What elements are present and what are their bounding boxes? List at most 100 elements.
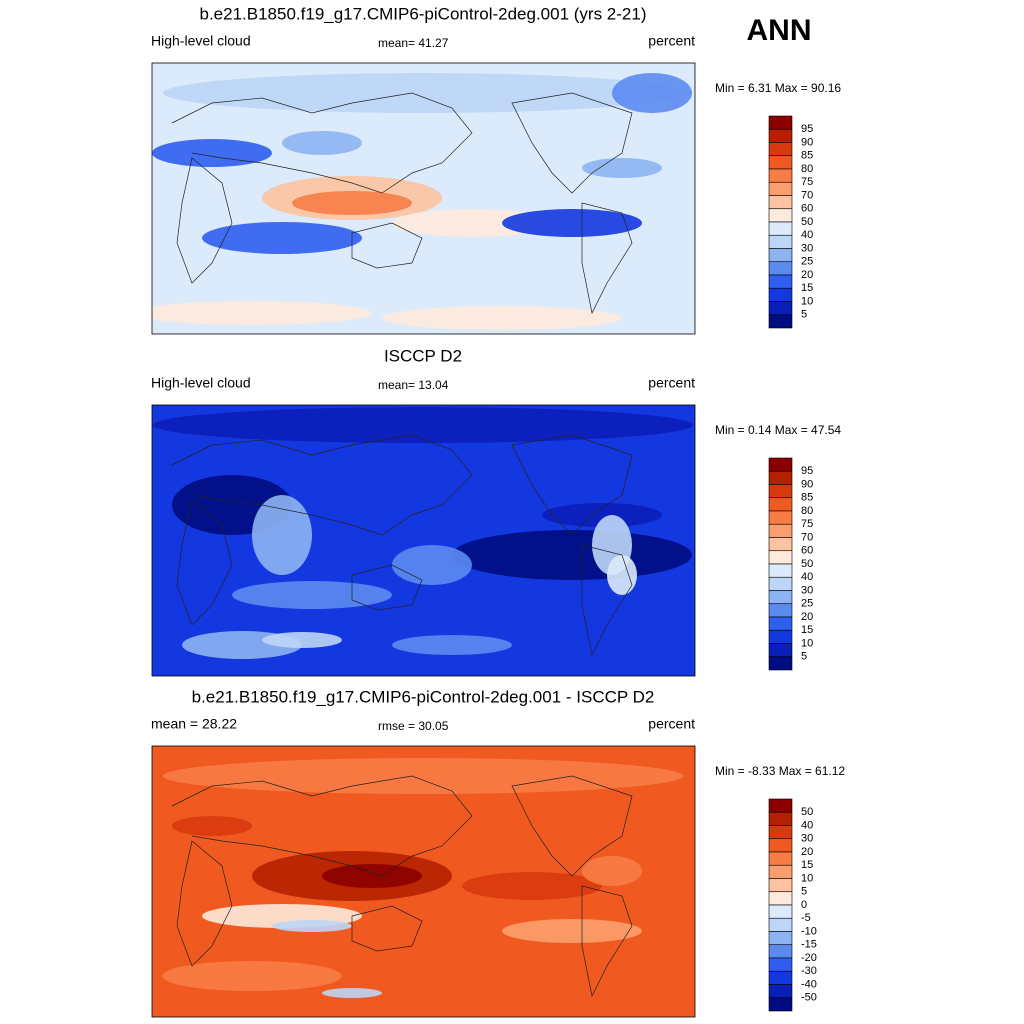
colorbar-label: 75 — [801, 518, 813, 530]
map-frame — [151, 62, 696, 335]
contour-region — [262, 632, 342, 648]
contour-region — [232, 581, 392, 609]
colorbar-box — [768, 261, 793, 276]
contour-region — [502, 209, 642, 237]
colorbar-box — [768, 128, 793, 143]
panel-title: b.e21.B1850.f19_g17.CMIP6-piControl-2deg… — [192, 687, 655, 706]
contour-region — [612, 73, 692, 113]
colorbar-label: 85 — [801, 492, 813, 504]
colorbar-label: 50 — [801, 216, 813, 228]
colorbar-label: 25 — [801, 256, 813, 268]
colorbar-label: 20 — [801, 269, 813, 281]
colorbar-box — [768, 274, 793, 289]
contour-region — [392, 545, 472, 585]
contour-region — [452, 530, 692, 580]
min-max: Min = 6.31 Max = 90.16 — [715, 81, 841, 95]
colorbar-label: 40 — [801, 571, 813, 583]
colorbar-label: 95 — [801, 465, 813, 477]
contour-region — [392, 635, 512, 655]
colorbar-label: 50 — [801, 806, 813, 818]
colorbar-label: -20 — [801, 952, 817, 964]
min-max: Min = 0.14 Max = 47.54 — [715, 423, 841, 437]
colorbar-label: 60 — [801, 545, 813, 557]
colorbar-label: 15 — [801, 859, 813, 871]
contour-region — [162, 961, 342, 991]
colorbar-label: 70 — [801, 531, 813, 543]
colorbar-box — [768, 115, 793, 130]
colorbar-label: 85 — [801, 150, 813, 162]
colorbar-label: 0 — [801, 899, 807, 911]
colorbar-label: 5 — [801, 886, 807, 898]
colorbar-box — [768, 484, 793, 499]
contour-region — [202, 222, 362, 254]
coastline — [511, 434, 633, 536]
min-max: Min = -8.33 Max = 61.12 — [715, 764, 845, 778]
colorbar-box — [768, 221, 793, 236]
colorbar-box — [768, 576, 793, 591]
contour-region — [322, 988, 382, 998]
coastline — [176, 499, 233, 626]
colorbar-box — [768, 590, 793, 605]
colorbar-label: 95 — [801, 123, 813, 135]
contour-region — [153, 407, 693, 443]
colorbar-label: -10 — [801, 925, 817, 937]
colorbar-box — [768, 195, 793, 210]
colorbar-box — [768, 470, 793, 485]
contour-region — [382, 306, 622, 330]
panel-title: ISCCP D2 — [384, 346, 462, 365]
colorbar-box — [768, 656, 793, 671]
contours — [152, 746, 695, 1017]
coastline — [171, 434, 473, 536]
colorbar-box — [768, 878, 793, 893]
colorbar-label: 90 — [801, 136, 813, 148]
colorbar-label: 50 — [801, 558, 813, 570]
contour-region — [272, 920, 352, 932]
colorbar-box — [768, 248, 793, 263]
colorbar-label: 90 — [801, 478, 813, 490]
coastline — [351, 222, 423, 269]
colorbar-box — [768, 838, 793, 853]
contour-region — [582, 856, 642, 886]
coastline — [176, 157, 233, 284]
colorbar-box — [768, 917, 793, 932]
coastline — [511, 775, 633, 877]
left-subtitle: High-level cloud — [151, 375, 251, 391]
contours — [152, 63, 695, 334]
colorbar-label: 15 — [801, 624, 813, 636]
contour-region — [152, 139, 272, 167]
colorbar-label: 10 — [801, 637, 813, 649]
contour-region — [172, 816, 252, 836]
contour-region — [163, 73, 683, 113]
map-frame — [151, 745, 696, 1018]
coastline — [351, 564, 423, 611]
colorbar-label: 5 — [801, 651, 807, 663]
coastline — [171, 92, 473, 194]
colorbar-box — [768, 208, 793, 223]
colorbar-label: 80 — [801, 163, 813, 175]
colorbar-label: 75 — [801, 176, 813, 188]
colorbar-label: 70 — [801, 189, 813, 201]
colorbar-box — [768, 563, 793, 578]
contours — [152, 405, 695, 676]
center-subtitle: rmse = 30.05 — [378, 719, 449, 733]
coastline — [581, 202, 633, 315]
center-subtitle: mean= 41.27 — [378, 36, 449, 50]
colorbar-box — [768, 181, 793, 196]
colorbar-label: 30 — [801, 833, 813, 845]
map — [151, 404, 696, 677]
colorbar-label: 10 — [801, 872, 813, 884]
colorbar-label: 20 — [801, 611, 813, 623]
coastline — [581, 544, 633, 657]
colorbar-box — [768, 142, 793, 157]
colorbar-label: -5 — [801, 912, 811, 924]
colorbar-box — [768, 497, 793, 512]
colorbar-box — [768, 891, 793, 906]
coastline — [171, 775, 473, 877]
colorbar-label: 15 — [801, 282, 813, 294]
colorbar-box — [768, 825, 793, 840]
colorbar-label: -30 — [801, 965, 817, 977]
colorbar-label: 5 — [801, 309, 807, 321]
colorbar-box — [768, 234, 793, 249]
contour-region — [542, 503, 662, 527]
